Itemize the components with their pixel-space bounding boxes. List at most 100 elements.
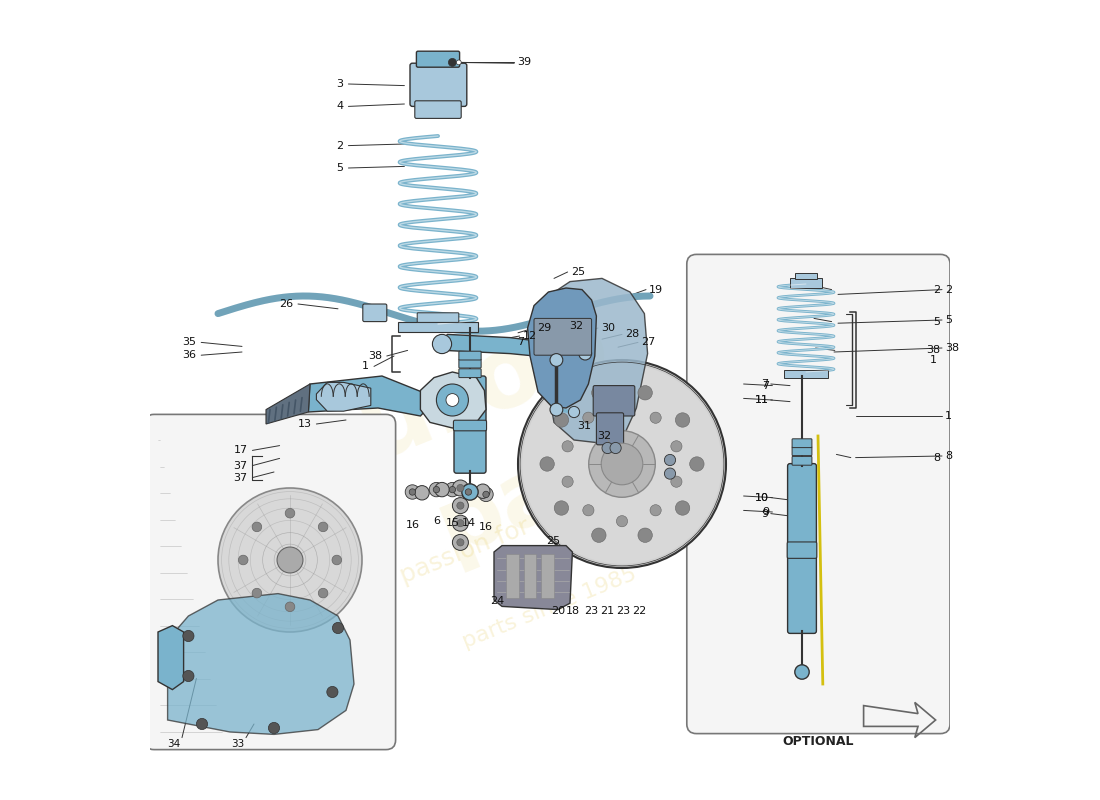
Text: 25: 25 xyxy=(546,536,560,546)
Circle shape xyxy=(446,394,459,406)
Circle shape xyxy=(475,484,490,498)
Text: 37: 37 xyxy=(233,461,248,470)
Text: 5: 5 xyxy=(934,317,940,326)
Circle shape xyxy=(650,505,661,516)
Text: 5: 5 xyxy=(337,163,343,173)
Text: 12: 12 xyxy=(522,331,537,341)
Circle shape xyxy=(602,443,642,485)
Circle shape xyxy=(452,534,469,550)
Circle shape xyxy=(456,502,464,510)
Text: 32: 32 xyxy=(569,321,583,330)
Polygon shape xyxy=(420,372,486,428)
Text: 16: 16 xyxy=(478,522,493,533)
Text: parts since 1985: parts since 1985 xyxy=(460,564,640,652)
Circle shape xyxy=(432,334,452,354)
FancyBboxPatch shape xyxy=(792,438,812,448)
Circle shape xyxy=(664,468,675,479)
Circle shape xyxy=(462,484,478,500)
FancyBboxPatch shape xyxy=(415,101,461,118)
Polygon shape xyxy=(167,594,354,734)
Text: 8: 8 xyxy=(945,451,953,461)
Text: 2: 2 xyxy=(933,285,940,294)
FancyBboxPatch shape xyxy=(417,51,460,67)
Circle shape xyxy=(616,402,628,413)
Text: 8: 8 xyxy=(933,453,940,462)
Text: 15: 15 xyxy=(446,518,460,528)
Text: 3: 3 xyxy=(337,79,343,89)
Text: 2: 2 xyxy=(945,285,953,294)
Bar xyxy=(506,554,519,598)
Text: 7: 7 xyxy=(761,379,769,389)
Bar xyxy=(524,554,537,598)
Text: europ: europ xyxy=(284,294,625,506)
Text: 36: 36 xyxy=(183,350,197,360)
Circle shape xyxy=(452,480,469,496)
Circle shape xyxy=(795,665,810,679)
Circle shape xyxy=(638,386,652,400)
FancyBboxPatch shape xyxy=(792,456,812,465)
FancyBboxPatch shape xyxy=(459,351,481,360)
Text: 14: 14 xyxy=(461,518,475,528)
FancyBboxPatch shape xyxy=(417,313,459,322)
Text: 34: 34 xyxy=(167,739,180,749)
Text: 21: 21 xyxy=(601,606,615,616)
Circle shape xyxy=(461,485,475,499)
Text: 17: 17 xyxy=(233,446,248,455)
Polygon shape xyxy=(266,384,310,424)
Text: 25: 25 xyxy=(571,267,585,277)
Text: 29: 29 xyxy=(537,323,551,333)
Text: 31: 31 xyxy=(578,421,591,430)
Polygon shape xyxy=(158,626,184,690)
Circle shape xyxy=(675,501,690,515)
Text: 9: 9 xyxy=(761,509,769,518)
Circle shape xyxy=(562,476,573,487)
Circle shape xyxy=(239,555,248,565)
FancyBboxPatch shape xyxy=(459,369,481,378)
Text: parts: parts xyxy=(424,387,708,573)
Bar xyxy=(783,370,828,378)
Text: 37: 37 xyxy=(233,473,248,482)
Circle shape xyxy=(252,588,262,598)
Bar xyxy=(541,554,554,598)
Text: a passion for: a passion for xyxy=(375,514,534,598)
Circle shape xyxy=(554,501,569,515)
Circle shape xyxy=(478,487,493,502)
Polygon shape xyxy=(494,546,572,610)
Text: 10: 10 xyxy=(756,493,769,502)
Circle shape xyxy=(456,539,464,546)
Text: 32: 32 xyxy=(597,431,612,441)
Circle shape xyxy=(332,622,343,634)
Circle shape xyxy=(690,457,704,471)
Text: 33: 33 xyxy=(231,739,244,749)
FancyBboxPatch shape xyxy=(453,420,486,431)
FancyBboxPatch shape xyxy=(459,359,481,368)
Text: 28: 28 xyxy=(625,330,639,339)
Polygon shape xyxy=(528,288,596,408)
Circle shape xyxy=(579,347,592,360)
Circle shape xyxy=(452,515,469,531)
Circle shape xyxy=(610,442,621,454)
Text: 23: 23 xyxy=(616,606,630,616)
Circle shape xyxy=(332,555,342,565)
Circle shape xyxy=(616,516,628,527)
Text: 1: 1 xyxy=(931,355,937,365)
Circle shape xyxy=(452,498,469,514)
FancyBboxPatch shape xyxy=(410,63,466,106)
Circle shape xyxy=(456,484,464,491)
Circle shape xyxy=(449,486,455,493)
Circle shape xyxy=(429,482,443,497)
Circle shape xyxy=(675,413,690,427)
FancyBboxPatch shape xyxy=(363,304,387,322)
Circle shape xyxy=(197,718,208,730)
Text: 27: 27 xyxy=(641,338,656,347)
Text: 38: 38 xyxy=(367,351,382,361)
Text: 1: 1 xyxy=(362,362,370,371)
Circle shape xyxy=(592,386,606,400)
Text: 35: 35 xyxy=(183,338,197,347)
Bar xyxy=(398,322,478,332)
Text: 30: 30 xyxy=(602,323,615,333)
Circle shape xyxy=(318,522,328,532)
FancyBboxPatch shape xyxy=(788,542,817,558)
Text: 38: 38 xyxy=(945,343,959,353)
Circle shape xyxy=(327,686,338,698)
